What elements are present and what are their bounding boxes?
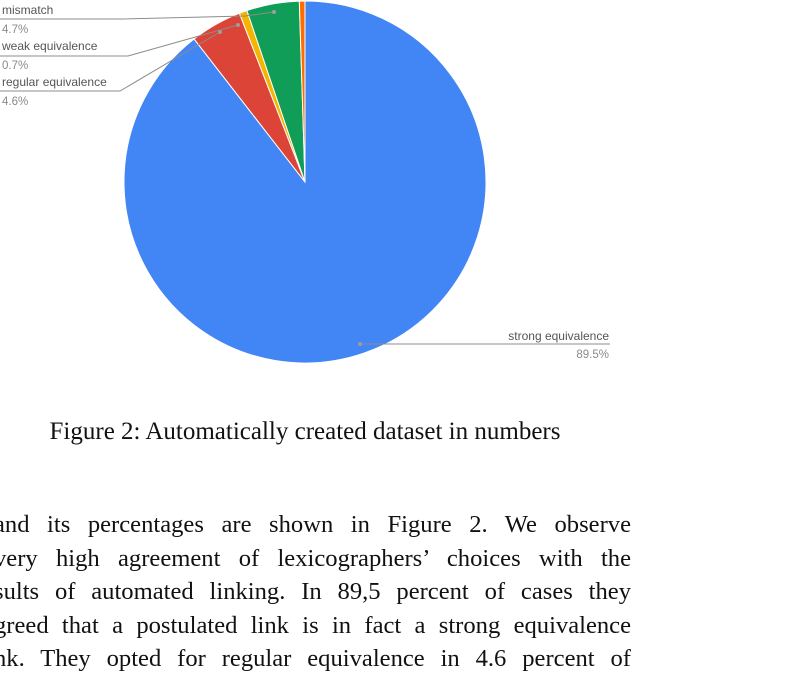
slice-label-regular-equivalence: regular equivalence: [2, 75, 107, 89]
leader-line-weak-equivalence: [0, 24, 239, 57]
body-line: sults of automated linking. In 89,5 perc…: [0, 578, 631, 605]
leader-dot-mismatch: [272, 10, 276, 14]
slice-label-strong-equivalence: strong equivalence: [508, 329, 609, 343]
body-line: nk. They opted for regular equivalence i…: [0, 645, 631, 672]
leader-line-mismatch: [0, 11, 275, 20]
leader-dot-regular-equivalence: [218, 30, 222, 34]
figure-caption: Figure 2: Automatically created dataset …: [49, 418, 561, 445]
pie-chart: mismatch 4.7% weak equivalence 0.7% regu…: [0, 0, 610, 364]
leader-lines: [0, 10, 610, 346]
body-line: very high agreement of lexicographers’ c…: [0, 544, 631, 572]
pie-slice-other: [298, 0, 306, 183]
slice-label-mismatch: mismatch: [2, 3, 53, 17]
slice-pct-weak-equivalence: 0.7%: [2, 60, 28, 72]
slice-pct-strong-equivalence: 89.5%: [576, 349, 609, 361]
body-line: greed that a postulated link is in fact …: [0, 611, 631, 639]
leader-line-regular-equivalence: [0, 31, 221, 92]
body-paragraph: and its percentages are shown in Figure …: [0, 508, 631, 676]
body-line: and its percentages are shown in Figure …: [0, 511, 631, 538]
slice-pct-regular-equivalence: 4.6%: [2, 96, 28, 108]
pie-slices: [123, 0, 487, 364]
leader-dot-weak-equivalence: [236, 23, 240, 27]
leader-dot-strong-equivalence: [358, 342, 362, 346]
slice-pct-mismatch: 4.7%: [2, 24, 28, 36]
slice-label-weak-equivalence: weak equivalence: [1, 39, 98, 53]
